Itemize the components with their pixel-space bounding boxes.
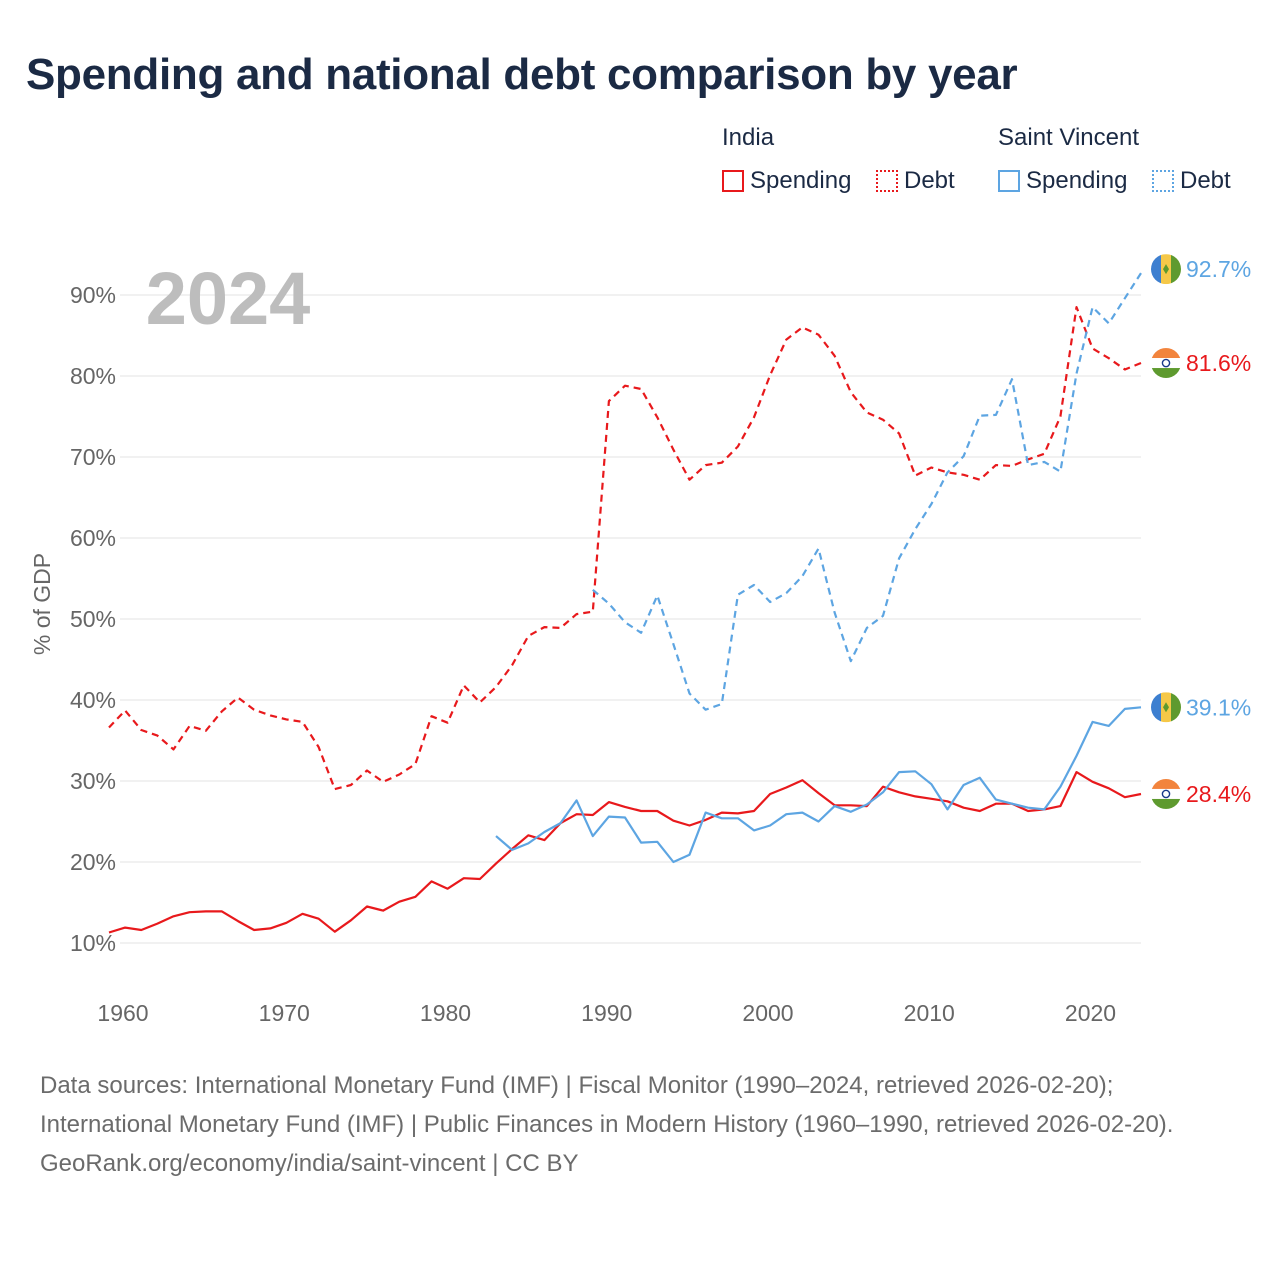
solid-line-swatch-icon bbox=[722, 170, 744, 192]
y-axis-label: % of GDP bbox=[29, 553, 55, 655]
x-tick-label: 1990 bbox=[581, 1000, 632, 1026]
footer: Data sources: International Monetary Fun… bbox=[40, 1066, 1240, 1183]
dotted-line-swatch-icon bbox=[876, 170, 898, 192]
x-tick-label: 2000 bbox=[742, 1000, 793, 1026]
flag-diamond bbox=[1163, 264, 1169, 275]
flag-stripe bbox=[1151, 788, 1181, 799]
india-flag-icon bbox=[1151, 348, 1181, 379]
flag-fill bbox=[1151, 254, 1181, 285]
y-tick-label: 50% bbox=[70, 606, 116, 632]
end-value-label: 81.6% bbox=[1186, 350, 1251, 376]
flag-stripe bbox=[1171, 254, 1181, 285]
year-watermark: 2024 bbox=[146, 257, 311, 340]
legend-label: Debt bbox=[904, 167, 955, 194]
y-tick-label: 80% bbox=[70, 363, 116, 389]
flag-fill bbox=[1151, 778, 1181, 809]
series-line-saint-vincent-spending bbox=[495, 706, 1142, 864]
legend-item-saint-vincent-spending[interactable]: Spending bbox=[998, 166, 1127, 196]
legend-label: Spending bbox=[1026, 167, 1128, 194]
legend-group-india: India bbox=[722, 124, 775, 151]
solid-line-swatch-icon bbox=[998, 170, 1020, 192]
flag-stripe bbox=[1151, 692, 1161, 723]
flag-stripe bbox=[1151, 358, 1181, 369]
legend-label: Spending bbox=[750, 167, 852, 194]
y-tick-label: 60% bbox=[70, 525, 116, 551]
credit-link[interactable]: GeoRank.org/economy/india/saint-vincent … bbox=[40, 1150, 579, 1177]
flag-stripe bbox=[1151, 254, 1161, 285]
flag-diamond bbox=[1163, 702, 1169, 713]
legend-item-india-spending[interactable]: Spending bbox=[722, 166, 851, 196]
saint-vincent-flag-icon bbox=[1151, 692, 1181, 723]
x-tick-label: 2010 bbox=[904, 1000, 955, 1026]
end-value-label: 28.4% bbox=[1186, 781, 1251, 807]
x-tick-label: 1960 bbox=[97, 1000, 148, 1026]
flag-wheel bbox=[1161, 789, 1171, 799]
legend-item-india-debt[interactable]: Debt bbox=[876, 166, 955, 196]
flag-stripe bbox=[1151, 778, 1181, 789]
chart-title: Spending and national debt comparison by… bbox=[26, 50, 1018, 99]
legend-item-saint-vincent-debt[interactable]: Debt bbox=[1152, 166, 1231, 196]
series-line-saint-vincent-debt bbox=[592, 272, 1142, 711]
legend-label: Debt bbox=[1180, 167, 1231, 194]
series-line-india-spending bbox=[108, 771, 1142, 934]
y-tick-label: 40% bbox=[70, 687, 116, 713]
dotted-line-swatch-icon bbox=[1152, 170, 1174, 192]
y-tick-label: 70% bbox=[70, 444, 116, 470]
end-value-label: 39.1% bbox=[1186, 694, 1251, 720]
legend-group-saint-vincent: Saint Vincent bbox=[998, 124, 1139, 151]
y-tick-label: 10% bbox=[70, 930, 116, 956]
data-sources: Data sources: International Monetary Fun… bbox=[40, 1072, 1174, 1138]
x-tick-label: 1980 bbox=[420, 1000, 471, 1026]
flag-fill bbox=[1151, 692, 1181, 723]
flag-wheel bbox=[1161, 358, 1171, 368]
x-tick-label: 2020 bbox=[1065, 1000, 1116, 1026]
y-tick-label: 90% bbox=[70, 282, 116, 308]
y-tick-label: 20% bbox=[70, 849, 116, 875]
x-tick-label: 1970 bbox=[259, 1000, 310, 1026]
end-value-label: 92.7% bbox=[1186, 256, 1251, 282]
india-flag-icon bbox=[1151, 778, 1181, 809]
series-line-india-debt bbox=[108, 306, 1142, 791]
saint-vincent-flag-icon bbox=[1151, 254, 1181, 285]
flag-stripe bbox=[1151, 348, 1181, 359]
flag-stripe bbox=[1151, 368, 1181, 379]
flag-stripe bbox=[1151, 798, 1181, 809]
flag-stripe bbox=[1171, 692, 1181, 723]
y-tick-label: 30% bbox=[70, 768, 116, 794]
flag-fill bbox=[1151, 348, 1181, 379]
